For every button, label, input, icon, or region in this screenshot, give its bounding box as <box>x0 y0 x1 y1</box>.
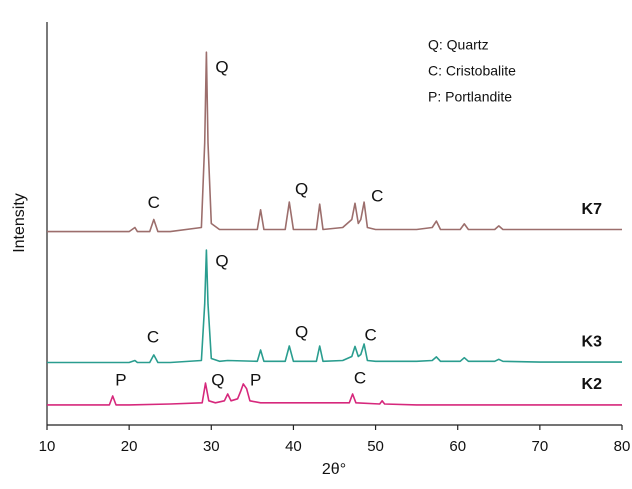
peak-label: Q <box>215 57 228 76</box>
key-entry: P: Portlandite <box>428 89 512 105</box>
x-tick-label: 60 <box>449 438 466 455</box>
series-label: K3 <box>582 333 603 350</box>
peak-label: P <box>115 371 126 390</box>
peak-label: C <box>354 369 366 388</box>
x-axis-label: 2θ° <box>322 461 346 478</box>
key-entry: Q: Quartz <box>428 37 489 53</box>
key-entry: C: Cristobalite <box>428 63 516 79</box>
peak-label: C <box>371 186 383 205</box>
x-tick-label: 10 <box>39 438 56 455</box>
series-line <box>47 382 622 406</box>
series-line <box>47 249 622 364</box>
peak-label: Q <box>295 180 308 199</box>
peak-label: C <box>365 325 377 344</box>
x-tick-label: 70 <box>532 438 549 455</box>
x-tick-label: 50 <box>367 438 384 455</box>
series-label: K7 <box>582 201 603 218</box>
x-tick-label: 20 <box>121 438 138 455</box>
y-axis-label: Intensity <box>11 193 28 253</box>
peak-label: Q <box>211 371 224 390</box>
peak-label: Q <box>215 252 228 271</box>
x-tick-label: 30 <box>203 438 220 455</box>
peak-label: C <box>148 193 160 212</box>
peak-label: Q <box>295 323 308 342</box>
x-tick-label: 40 <box>285 438 302 455</box>
x-tick-label: 80 <box>614 438 631 455</box>
series-line <box>47 51 622 233</box>
series-label: K2 <box>582 376 603 393</box>
peak-label: C <box>147 327 159 346</box>
peak-label: P <box>250 371 261 390</box>
